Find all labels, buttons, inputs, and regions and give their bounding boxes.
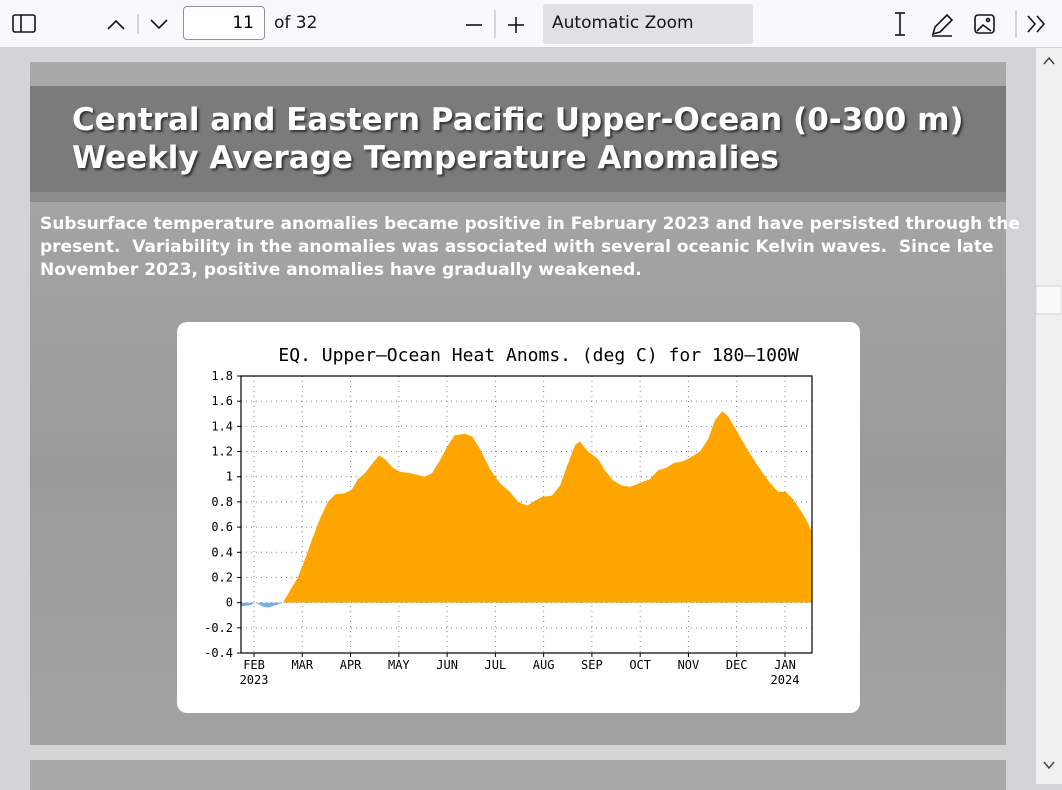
- x-tick-label: DEC: [726, 658, 748, 672]
- x-tick-label: APR: [340, 658, 362, 672]
- body-text: present. Variability in the anomalies wa…: [40, 237, 994, 257]
- x-tick-label: JAN: [774, 658, 796, 672]
- y-tick-label: -0.4: [204, 646, 233, 660]
- x-tick-label: FEB: [243, 658, 265, 672]
- y-tick-label: 1.4: [211, 419, 233, 433]
- x-tick-label: SEP: [581, 658, 603, 672]
- y-tick-label: 0.4: [211, 545, 233, 559]
- text-tool[interactable]: [895, 12, 905, 36]
- zoom-label: Automatic Zoom: [552, 13, 694, 33]
- toolbar: 11 of 32 Automatic Zoom: [0, 0, 1062, 48]
- slide-title: Central and Eastern Pacific Upper-Ocean …: [72, 102, 964, 138]
- y-tick-label: 0: [226, 596, 233, 610]
- next-pdf-page: [30, 760, 1006, 790]
- y-tick-label: 0.8: [211, 495, 233, 509]
- draw-tool[interactable]: [931, 13, 954, 37]
- y-tick-label: 1.2: [211, 445, 233, 459]
- chart-title: EQ. Upper–Ocean Heat Anoms. (deg C) for …: [278, 345, 798, 366]
- y-tick-label: 1.6: [211, 394, 233, 408]
- slide-title: Weekly Average Temperature Anomalies: [72, 140, 779, 176]
- x-tick-label: JUN: [436, 658, 458, 672]
- page-number-input[interactable]: 11: [183, 6, 265, 40]
- x-tick-label: JUL: [485, 658, 507, 672]
- area-positive: [241, 411, 812, 603]
- y-tick-label: 0.2: [211, 570, 233, 584]
- x-tick-year-label: 2023: [240, 673, 269, 687]
- next-page[interactable]: [150, 19, 168, 30]
- body-text: Subsurface temperature anomalies became …: [40, 214, 1020, 234]
- x-tick-label: MAY: [388, 658, 410, 672]
- x-tick-label: NOV: [678, 658, 700, 672]
- more-tools[interactable]: [1027, 15, 1046, 33]
- y-tick-label: -0.2: [204, 621, 233, 635]
- x-tick-label: MAR: [291, 658, 313, 672]
- x-tick-label: OCT: [629, 658, 651, 672]
- chart-frame: EQ. Upper–Ocean Heat Anoms. (deg C) for …: [177, 322, 860, 713]
- body-text: November 2023, positive anomalies have g…: [40, 260, 642, 280]
- zoom-in[interactable]: [508, 17, 524, 33]
- area-negative: [241, 602, 283, 608]
- y-tick-label: 1.8: [211, 369, 233, 383]
- sidebar-toggle[interactable]: [12, 14, 36, 33]
- y-tick-label: 1: [226, 470, 233, 484]
- zoom-select[interactable]: Automatic Zoom: [543, 4, 753, 44]
- page-count: of 32: [274, 13, 318, 33]
- chart: EQ. Upper–Ocean Heat Anoms. (deg C) for …: [204, 345, 813, 687]
- image-tool[interactable]: [974, 14, 995, 34]
- x-tick-label: AUG: [533, 658, 555, 672]
- toolbar-icons: [12, 10, 1046, 38]
- x-tick-year-label: 2024: [771, 673, 800, 687]
- prev-page[interactable]: [107, 19, 125, 30]
- plot-frame: [240, 375, 813, 654]
- y-tick-label: 0.6: [211, 520, 233, 534]
- scrollbar-parts: [1035, 56, 1062, 770]
- scrollbar[interactable]: [1035, 48, 1062, 784]
- title-band: Central and Eastern Pacific Upper-Ocean …: [30, 86, 1006, 202]
- pdf-page: Central and Eastern Pacific Upper-Ocean …: [30, 62, 1020, 745]
